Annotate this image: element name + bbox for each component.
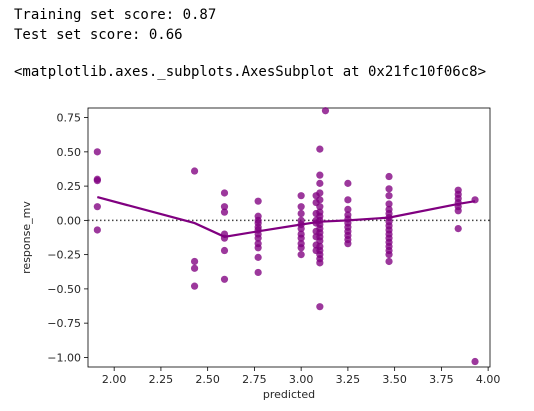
scatter-point xyxy=(385,192,393,200)
scatter-point xyxy=(321,107,330,115)
scatter-points xyxy=(93,107,479,366)
scatter-point xyxy=(297,234,305,242)
scatter-point xyxy=(297,192,305,200)
x-tick-label: 2.00 xyxy=(102,373,127,386)
scatter-point xyxy=(316,203,324,211)
x-tick-label: 3.00 xyxy=(289,373,314,386)
scatter-point xyxy=(254,253,262,261)
lowess-curve xyxy=(97,196,476,238)
scatter-point xyxy=(316,189,324,197)
x-tick-label: 2.75 xyxy=(242,373,267,386)
training-score-output: Training set score: 0.87 xyxy=(14,7,217,23)
scatter-point xyxy=(385,200,393,208)
axes-repr-output: <matplotlib.axes._subplots.AxesSubplot a… xyxy=(14,64,487,80)
x-tick-label: 4.00 xyxy=(476,373,501,386)
scatter-point xyxy=(93,177,101,185)
axes-border xyxy=(87,107,491,368)
y-tick-label: −0.75 xyxy=(47,317,81,330)
scatter-point xyxy=(471,357,479,366)
scatter-point xyxy=(344,179,352,187)
lowess-line xyxy=(97,196,476,238)
scatter-point xyxy=(344,205,352,214)
scatter-point xyxy=(297,244,305,252)
scatter-point xyxy=(220,246,229,255)
scatter-point xyxy=(344,196,352,204)
scatter-point xyxy=(254,197,262,205)
scatter-point xyxy=(254,268,262,277)
scatter-point xyxy=(385,172,393,181)
scatter-point xyxy=(190,264,199,272)
scatter-point xyxy=(297,209,305,218)
scatter-point xyxy=(385,251,393,259)
scatter-point xyxy=(190,167,199,175)
scatter-point xyxy=(316,179,324,187)
scatter-point xyxy=(220,208,229,216)
scatter-point xyxy=(254,244,262,252)
scatter-point xyxy=(316,237,324,245)
y-tick-label: 0.00 xyxy=(57,214,82,227)
y-axis-ticks: 0.75 0.50 0.25 0.00 −0.25 −0.50 −0.75 −1.00 xyxy=(47,112,88,364)
x-tick-label: 3.75 xyxy=(429,373,454,386)
scatter-point xyxy=(316,145,324,153)
scatter-point xyxy=(385,257,393,266)
scatter-point xyxy=(297,203,305,211)
scatter-point xyxy=(344,240,352,248)
x-tick-label: 3.50 xyxy=(382,373,407,386)
scatter-point xyxy=(190,282,199,290)
y-tick-label: −1.00 xyxy=(47,351,81,364)
scatter-point xyxy=(220,189,229,197)
scatter-point xyxy=(93,226,101,234)
scatter-point xyxy=(454,224,462,233)
scatter-point xyxy=(316,259,324,267)
scatter-point xyxy=(297,224,305,233)
y-tick-label: 0.25 xyxy=(57,180,82,193)
x-axis-ticks: 2.00 2.25 2.50 2.75 3.00 3.25 3.50 3.75 4.00 xyxy=(102,367,500,386)
y-tick-label: −0.50 xyxy=(47,283,81,296)
y-axis-label: response_mv xyxy=(20,201,33,274)
y-tick-label: 0.50 xyxy=(57,146,82,159)
x-axis-label: predicted xyxy=(263,388,315,401)
scatter-point xyxy=(93,203,101,211)
x-tick-label: 2.50 xyxy=(195,373,220,386)
test-score-output: Test set score: 0.66 xyxy=(14,27,183,43)
scatter-point xyxy=(316,196,324,204)
scatter-point xyxy=(254,234,262,242)
scatter-point xyxy=(297,251,305,259)
scatter-point xyxy=(385,185,393,193)
scatter-point xyxy=(93,148,101,156)
x-tick-label: 2.25 xyxy=(149,373,174,386)
scatter-point xyxy=(220,275,229,283)
axes-frame xyxy=(87,107,491,368)
scatter-point xyxy=(454,207,462,215)
scatter-point xyxy=(316,171,324,179)
scatter-point xyxy=(190,257,199,266)
scatter-point xyxy=(220,203,229,211)
y-tick-label: 0.75 xyxy=(57,112,82,125)
y-tick-label: −0.25 xyxy=(47,249,81,262)
scatter-point xyxy=(316,303,324,311)
x-tick-label: 3.25 xyxy=(336,373,361,386)
